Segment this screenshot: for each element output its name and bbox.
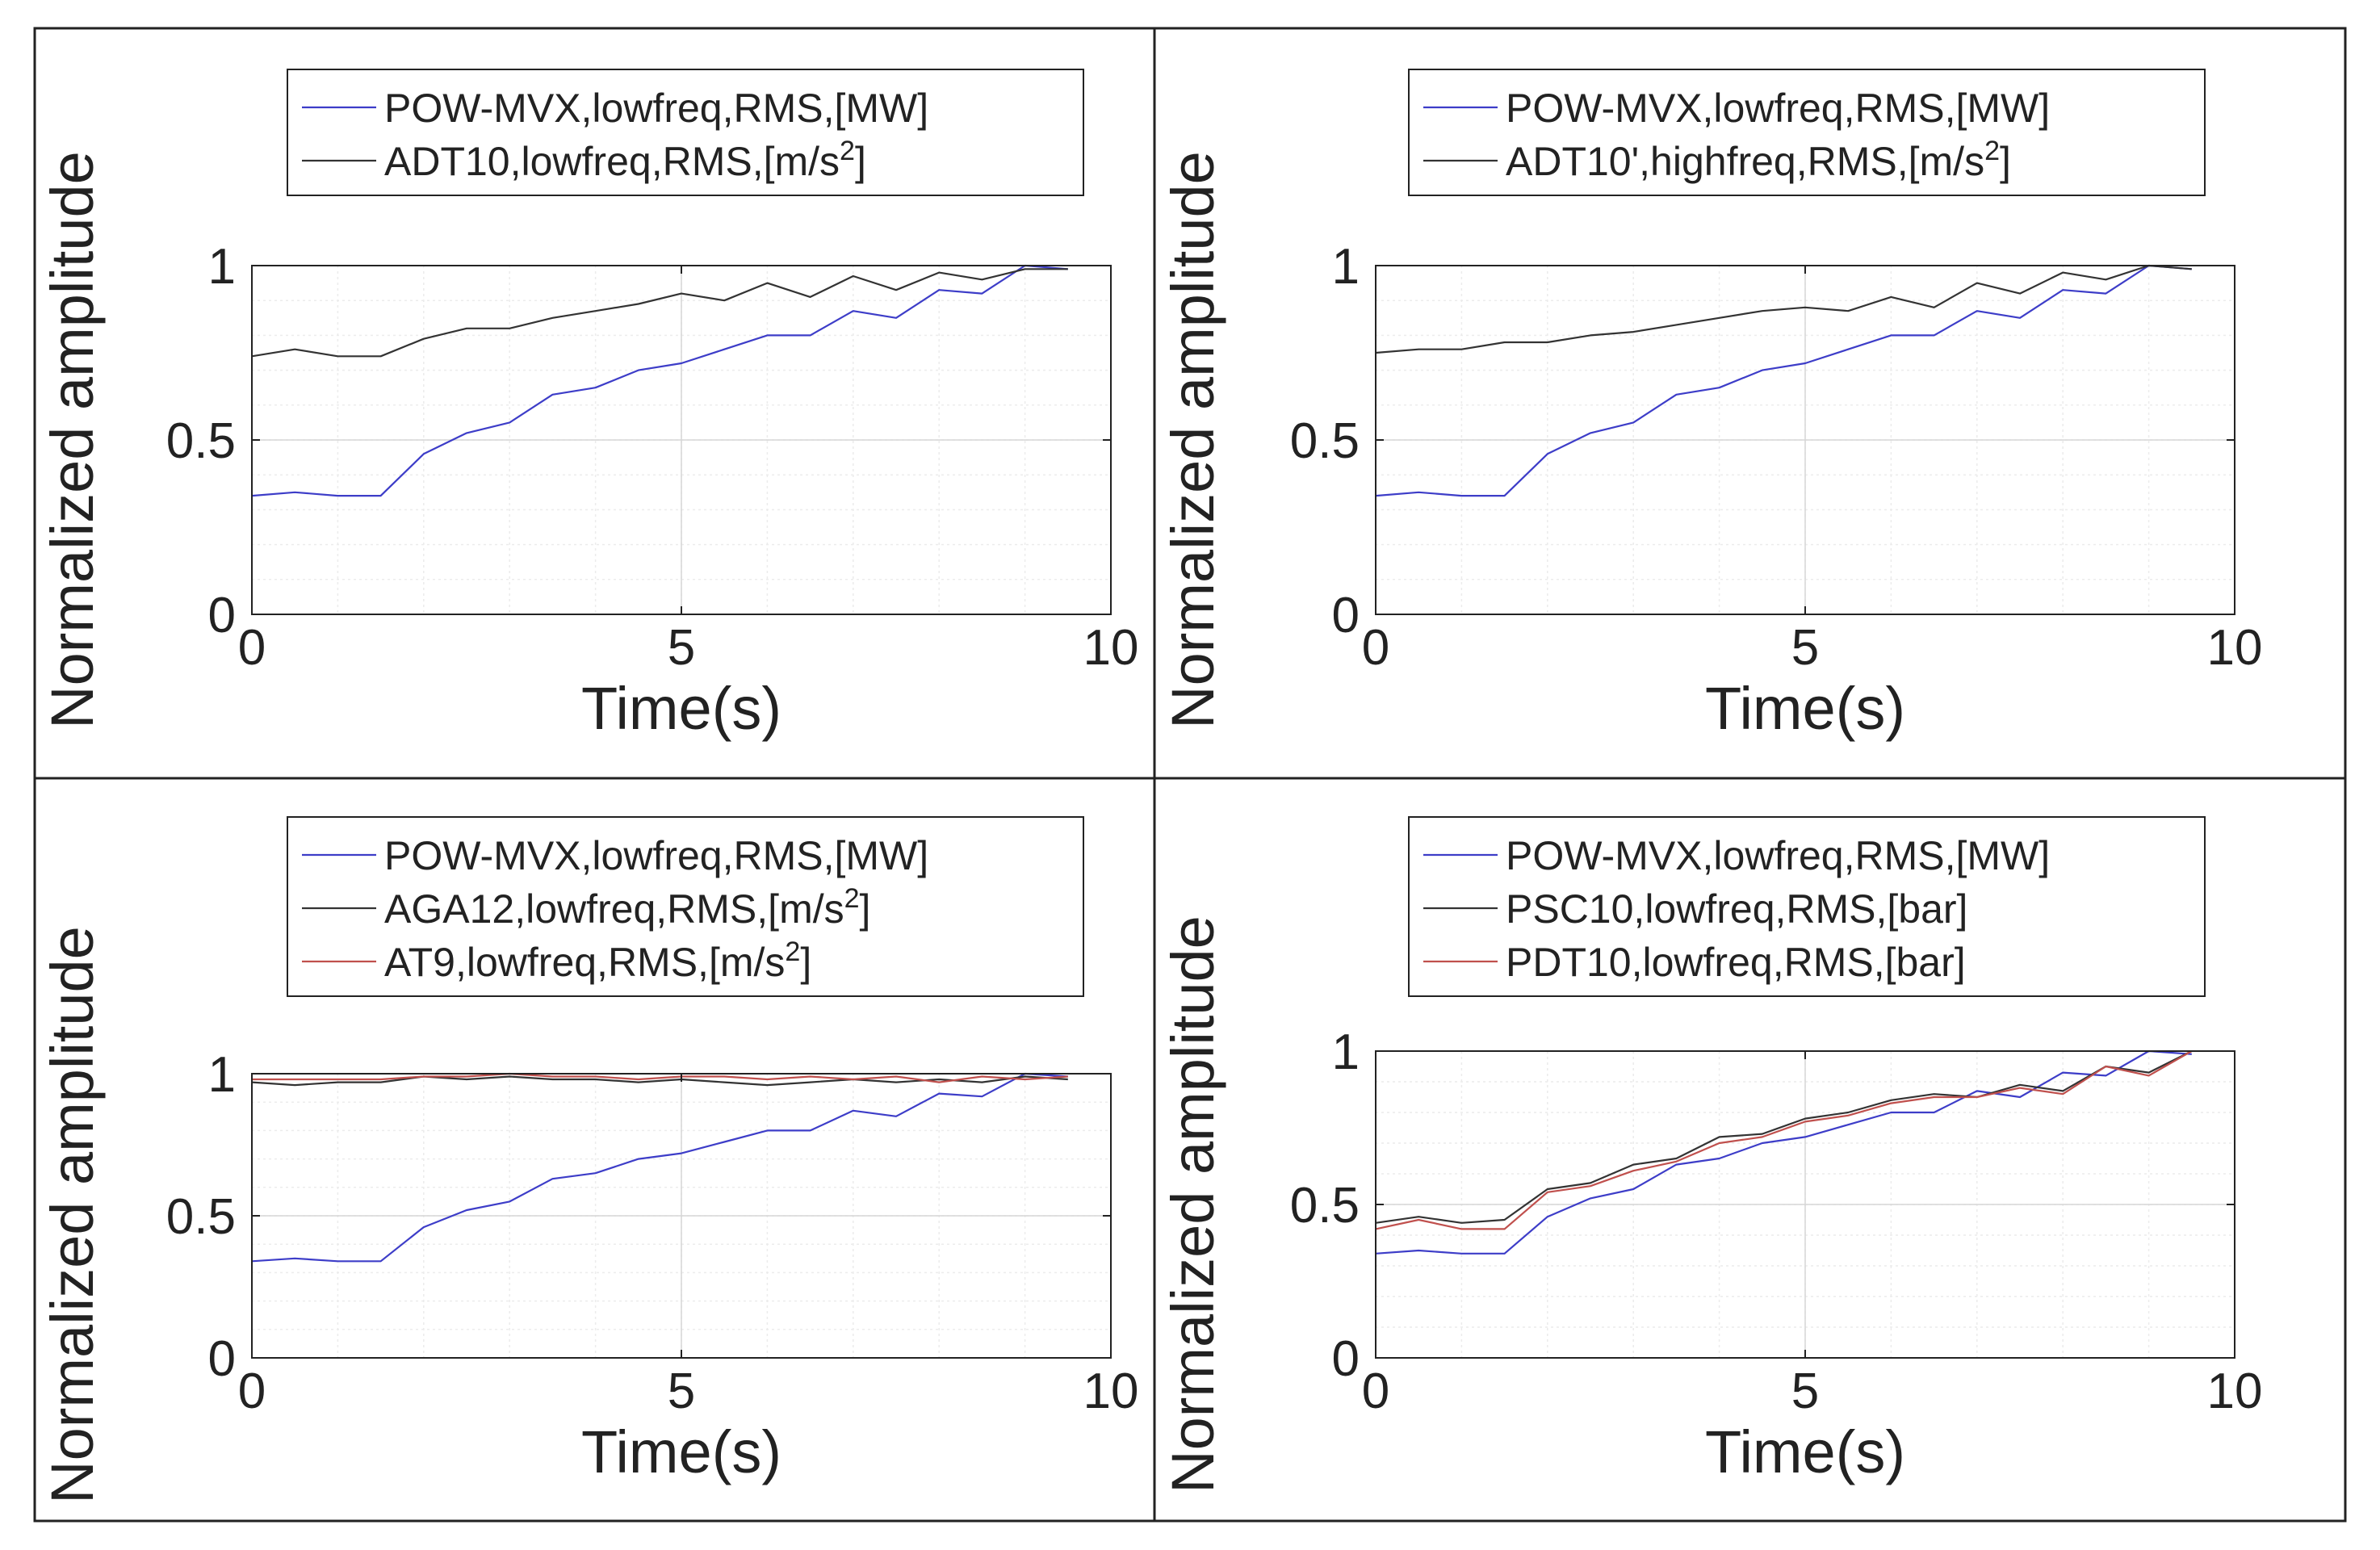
- legend-label: POW-MVX,lowfreq,RMS,[MW]: [1506, 86, 2050, 131]
- chart-panel-4: 0 5 10 0 0.5 1 Time(s) Normalized amplitude POW-…: [1159, 816, 2263, 1493]
- legend-box: [287, 816, 1084, 997]
- x-axis-label: Time(s): [1705, 675, 1905, 742]
- series-line-3: [1375, 1050, 2193, 1230]
- legend-label: POW-MVX,lowfreq,RMS,[MW]: [384, 833, 928, 878]
- x-tick-label: 10: [1083, 1364, 1139, 1419]
- series-line-1: [251, 1072, 1068, 1263]
- x-tick-label: 5: [1791, 1364, 1819, 1419]
- y-axis-label: Normalized amplitude: [1159, 151, 1226, 729]
- y-tick-label: 1: [1332, 239, 1360, 295]
- series-line-2: [1375, 1050, 2193, 1224]
- legend-box: [1408, 69, 2206, 196]
- y-tick-label: 0.5: [166, 1189, 236, 1245]
- x-tick-label: 0: [238, 620, 266, 676]
- y-axis-label: Normalized amplitude: [1159, 915, 1226, 1493]
- x-axis-label: Time(s): [581, 675, 781, 742]
- x-axis-label: Time(s): [1705, 1418, 1905, 1485]
- legend-box: [1408, 816, 2206, 997]
- legend-label: PSC10,lowfreq,RMS,[bar]: [1506, 886, 1967, 932]
- legend-box: [287, 69, 1084, 196]
- x-tick-label: 5: [668, 1364, 695, 1419]
- legend-label: POW-MVX,lowfreq,RMS,[MW]: [384, 86, 928, 131]
- y-tick-label: 1: [1332, 1024, 1360, 1080]
- x-axis-label: Time(s): [581, 1418, 781, 1485]
- series-line-1: [251, 264, 1068, 497]
- series-line-2: [251, 268, 1068, 358]
- series-line-1: [1375, 264, 2192, 497]
- x-tick-label: 0: [1362, 620, 1389, 676]
- chart-panel-1: 0 5 10 0 0.5 1 Time(s) Normalized amplitude POW-…: [39, 69, 1138, 742]
- y-axis-label: Normalized amplitude: [39, 926, 106, 1504]
- x-tick-label: 10: [2207, 1364, 2263, 1419]
- x-tick-label: 5: [668, 620, 695, 676]
- y-tick-label: 0: [1332, 588, 1360, 643]
- x-tick-label: 10: [2207, 620, 2263, 676]
- legend-label: POW-MVX,lowfreq,RMS,[MW]: [1506, 833, 2050, 878]
- y-tick-label: 0: [208, 1331, 236, 1387]
- legend-label: ADT10',highfreq,RMS,[m/s2]: [1506, 136, 2011, 184]
- y-tick-label: 1: [208, 239, 236, 295]
- legend-label: PDT10,lowfreq,RMS,[bar]: [1506, 940, 1966, 985]
- x-tick-label: 10: [1083, 620, 1139, 676]
- series-line-1: [1375, 1049, 2192, 1255]
- series-line-2: [251, 1075, 1068, 1087]
- legend-label: AGA12,lowfreq,RMS,[m/s2]: [384, 883, 870, 932]
- series-line-3: [252, 1072, 1068, 1083]
- series-line-2: [1375, 264, 2192, 354]
- chart-panel-3: 0 5 10 0 0.5 1 Time(s) Normalized amplitude POW-…: [39, 816, 1139, 1504]
- y-tick-label: 0.5: [1290, 1178, 1360, 1234]
- y-tick-label: 1: [208, 1047, 236, 1103]
- y-tick-label: 0.5: [1290, 413, 1360, 469]
- y-axis-label: Normalized amplitude: [39, 151, 106, 729]
- x-tick-label: 5: [1791, 620, 1819, 676]
- legend-label: ADT10,lowfreq,RMS,[m/s2]: [384, 136, 866, 184]
- x-tick-label: 0: [238, 1364, 266, 1419]
- y-tick-label: 0: [208, 588, 236, 643]
- chart-panel-2: 0 5 10 0 0.5 1 Time(s) Normalized amplitude POW-…: [1159, 69, 2262, 742]
- y-tick-label: 0.5: [166, 413, 236, 469]
- legend-label: AT9,lowfreq,RMS,[m/s2]: [384, 936, 811, 985]
- y-tick-label: 0: [1332, 1331, 1360, 1387]
- x-tick-label: 0: [1362, 1364, 1389, 1419]
- figure-frame: [33, 27, 2347, 1523]
